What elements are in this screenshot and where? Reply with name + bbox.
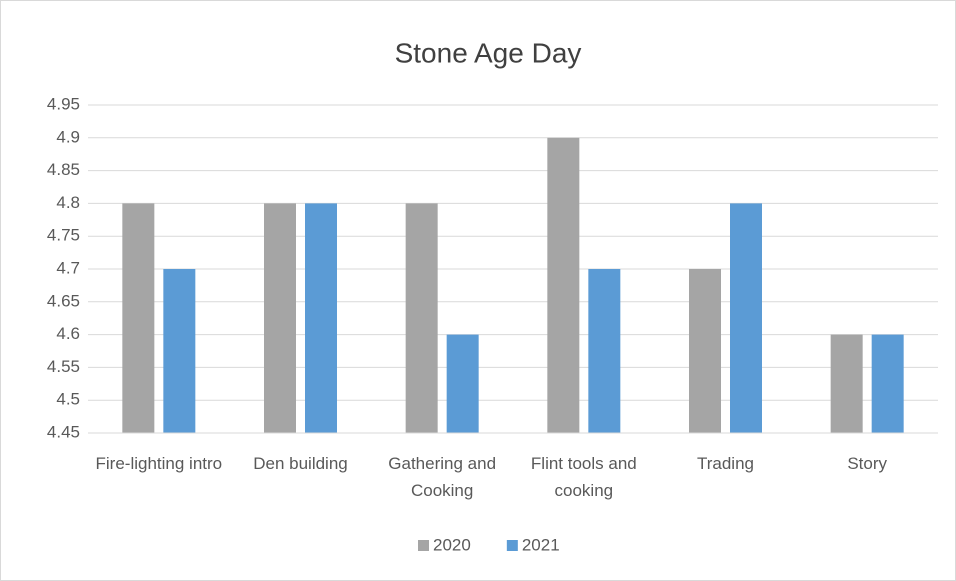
y-tick-label: 4.85 xyxy=(47,160,80,179)
y-tick-label: 4.95 xyxy=(47,94,80,113)
y-tick-label: 4.8 xyxy=(56,193,80,212)
bar xyxy=(163,269,196,433)
bar xyxy=(122,203,155,433)
bar xyxy=(305,203,337,433)
bar xyxy=(264,203,296,433)
x-tick-label: Den building xyxy=(253,454,348,473)
y-tick-label: 4.65 xyxy=(47,291,80,310)
y-tick-label: 4.75 xyxy=(47,226,80,245)
bar xyxy=(405,203,438,433)
x-tick-label: Story xyxy=(847,454,887,473)
x-tick-label: Gathering and Cooking xyxy=(388,454,496,500)
bar xyxy=(547,137,580,434)
chart-title: Stone Age Day xyxy=(395,37,582,68)
y-tick-label: 4.5 xyxy=(56,390,80,409)
bar xyxy=(446,334,479,433)
bar xyxy=(588,269,621,433)
bar xyxy=(689,269,721,433)
legend-swatch xyxy=(418,540,429,551)
legend-label: 2021 xyxy=(522,535,560,554)
x-tick-label: Fire-lighting intro xyxy=(96,454,223,473)
y-tick-label: 4.55 xyxy=(47,357,80,376)
bar xyxy=(830,334,863,433)
y-tick-label: 4.9 xyxy=(56,127,80,146)
x-tick-label: Flint tools and cooking xyxy=(531,454,637,500)
legend-label: 2020 xyxy=(433,535,471,554)
y-tick-label: 4.6 xyxy=(56,324,80,343)
x-tick-label: Trading xyxy=(697,454,754,473)
legend-swatch xyxy=(506,540,518,551)
y-tick-label: 4.45 xyxy=(47,422,80,441)
y-tick-label: 4.7 xyxy=(56,258,80,277)
bar xyxy=(871,334,904,433)
bar xyxy=(730,203,762,433)
